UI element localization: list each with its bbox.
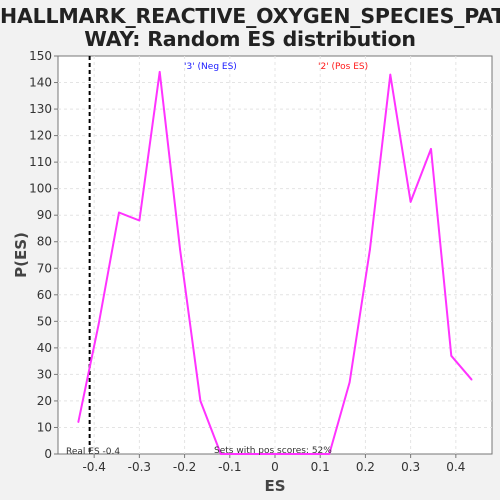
y-tick-label: 100 [29,182,52,196]
data-point [77,421,80,423]
data-point [199,400,202,402]
data-point [430,148,432,150]
x-tick-label: 0.1 [311,460,330,474]
x-tick-label: 0.4 [446,460,465,474]
data-point [158,71,161,73]
data-point [287,453,290,455]
x-tick-label: 0 [271,460,279,474]
real-es-label: Real ES -0.4 [66,447,120,457]
data-point [369,248,371,251]
data-point [308,453,310,455]
y-tick-label: 60 [37,288,52,302]
data-point [389,73,392,76]
grid [58,56,492,454]
chart-title-line-2: WAY: Random ES distribution [84,27,416,51]
series-marks [77,56,473,455]
y-axis-ticks: 0 10 20 30 40 50 60 70 80 90 100 110 120 130 140 150 [29,49,58,461]
x-tick-label: 0.3 [401,460,420,474]
data-point [118,211,120,214]
y-tick-label: 150 [29,49,52,63]
y-tick-label: 10 [37,420,52,434]
data-point [450,355,453,357]
data-point [219,453,222,455]
x-tick-label: 0.2 [356,460,375,474]
y-tick-label: 0 [44,447,52,461]
y-tick-label: 70 [37,261,52,275]
pos-es-label: '2' (Pos ES) [318,62,368,72]
x-axis-ticks: -0.4 -0.3 -0.2 -0.1 0 0.1 0.2 0.3 0.4 [82,454,465,474]
y-tick-label: 30 [37,367,52,381]
data-point [348,381,351,384]
x-tick-label: -0.4 [82,460,105,474]
x-tick-label: -0.2 [173,460,196,474]
y-tick-label: 50 [37,314,52,328]
y-tick-label: 140 [29,76,52,90]
y-axis-title: P(ES) [12,232,30,278]
data-point [179,248,181,251]
y-tick-label: 120 [29,129,52,143]
data-point [328,453,331,455]
y-tick-label: 110 [29,155,52,169]
data-point [240,453,242,455]
data-point [260,453,263,455]
neg-es-label: '3' (Neg ES) [184,62,237,72]
x-axis-title: ES [264,477,285,495]
y-tick-label: 130 [29,102,52,116]
y-tick-label: 20 [37,394,52,408]
data-point [97,323,100,325]
data-point [409,201,412,203]
data-point [138,219,141,222]
y-tick-label: 40 [37,341,52,355]
x-tick-label: -0.3 [128,460,151,474]
chart-title-line-1: HALLMARK_REACTIVE_OXYGEN_SPECIES_PATH [0,4,500,28]
data-point [470,378,473,381]
y-tick-label: 90 [37,208,52,222]
data-point [274,453,276,455]
pos-scores-label: Sets with pos scores: 52% [214,446,332,456]
x-tick-label: -0.1 [218,460,241,474]
y-tick-label: 80 [37,235,52,249]
